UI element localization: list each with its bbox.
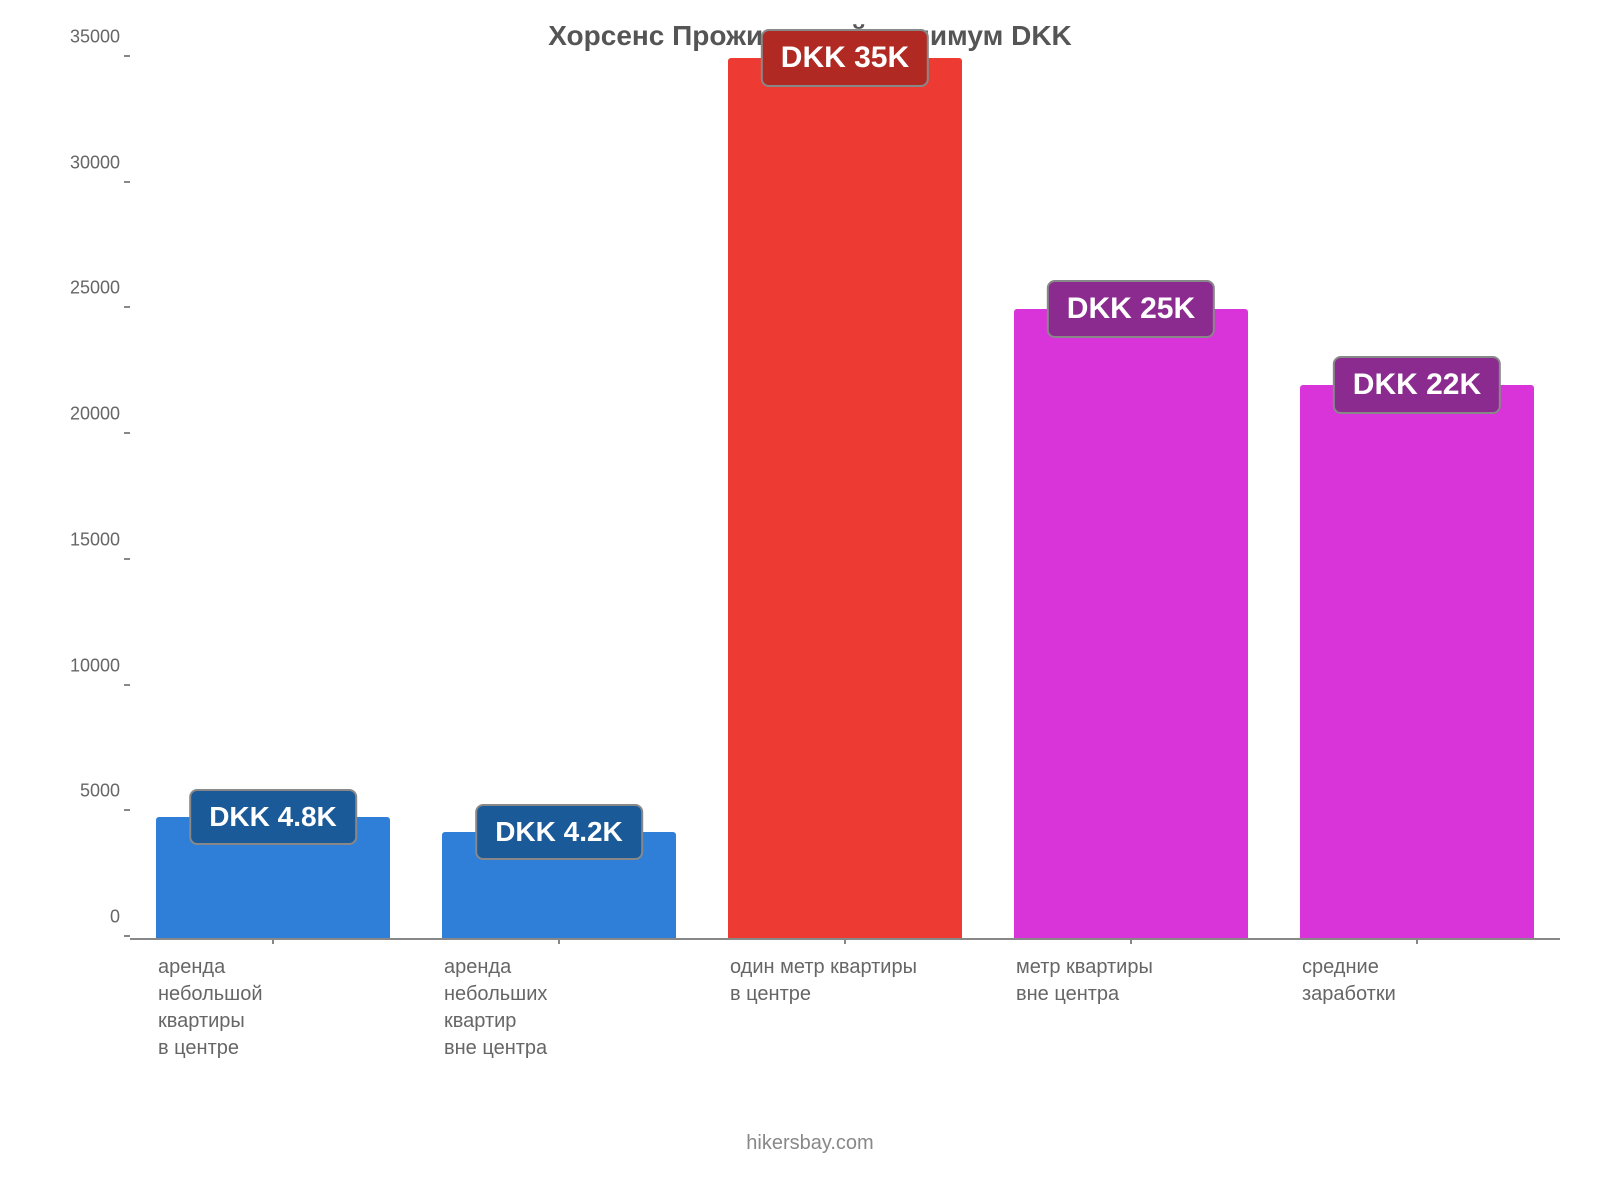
x-tick-mark: [1416, 938, 1418, 944]
y-tick-label: 15000: [60, 529, 120, 550]
bar: DKK 35K: [728, 58, 963, 938]
chart-container: Хорсенс Прожиточный минимум DKK DKK 4.8K…: [60, 20, 1560, 1120]
x-label-line: средние: [1302, 954, 1560, 981]
x-label-line: аренда: [444, 954, 702, 981]
bar-slot: DKK 4.2K: [416, 60, 702, 938]
y-tick-mark: [124, 432, 130, 434]
bar-value-label: DKK 22K: [1333, 356, 1501, 414]
x-label-line: квартиры: [158, 1008, 416, 1035]
x-label-line: в центре: [158, 1035, 416, 1062]
x-labels-row: аренданебольшойквартирыв центреаренданеб…: [130, 940, 1560, 1062]
x-tick-mark: [272, 938, 274, 944]
bar-slot: DKK 35K: [702, 60, 988, 938]
x-label: один метр квартирыв центре: [702, 940, 988, 1062]
x-label-line: квартир: [444, 1008, 702, 1035]
y-tick-mark: [124, 181, 130, 183]
y-tick-mark: [124, 306, 130, 308]
bar-slot: DKK 22K: [1274, 60, 1560, 938]
bar-value-label: DKK 25K: [1047, 280, 1215, 338]
y-tick-mark: [124, 935, 130, 937]
bar-value-label: DKK 35K: [761, 29, 929, 87]
x-label: аренданебольшойквартирыв центре: [130, 940, 416, 1062]
y-tick-label: 5000: [60, 781, 120, 802]
bar-slot: DKK 4.8K: [130, 60, 416, 938]
bars-row: DKK 4.8KDKK 4.2KDKK 35KDKK 25KDKK 22K: [130, 60, 1560, 938]
x-label-line: небольших: [444, 981, 702, 1008]
y-tick-mark: [124, 809, 130, 811]
y-tick-mark: [124, 55, 130, 57]
y-tick-label: 30000: [60, 152, 120, 173]
bar: DKK 4.8K: [156, 817, 391, 938]
x-label-line: заработки: [1302, 981, 1560, 1008]
bar: DKK 4.2K: [442, 832, 677, 938]
bar-value-label: DKK 4.2K: [475, 804, 643, 860]
y-tick-label: 0: [60, 907, 120, 928]
y-tick-label: 20000: [60, 404, 120, 425]
x-tick-mark: [844, 938, 846, 944]
x-label-line: аренда: [158, 954, 416, 981]
x-label: средниезаработки: [1274, 940, 1560, 1062]
y-tick-mark: [124, 558, 130, 560]
y-tick-label: 10000: [60, 655, 120, 676]
x-tick-mark: [1130, 938, 1132, 944]
x-label-line: в центре: [730, 981, 988, 1008]
bar: DKK 22K: [1300, 385, 1535, 938]
bar-slot: DKK 25K: [988, 60, 1274, 938]
y-tick-label: 25000: [60, 278, 120, 299]
x-label: метр квартирывне центра: [988, 940, 1274, 1062]
x-tick-mark: [558, 938, 560, 944]
bar-value-label: DKK 4.8K: [189, 789, 357, 845]
x-label-line: небольшой: [158, 981, 416, 1008]
x-label-line: один метр квартиры: [730, 954, 988, 981]
y-tick-label: 35000: [60, 27, 120, 48]
attribution-text: hikersbay.com: [60, 1132, 1560, 1155]
y-tick-mark: [124, 684, 130, 686]
x-label: аренданебольшихквартирвне центра: [416, 940, 702, 1062]
plot-area: DKK 4.8KDKK 4.2KDKK 35KDKK 25KDKK 22K 05…: [130, 60, 1560, 940]
x-label-line: метр квартиры: [1016, 954, 1274, 981]
x-label-line: вне центра: [1016, 981, 1274, 1008]
bar: DKK 25K: [1014, 309, 1249, 938]
x-label-line: вне центра: [444, 1035, 702, 1062]
